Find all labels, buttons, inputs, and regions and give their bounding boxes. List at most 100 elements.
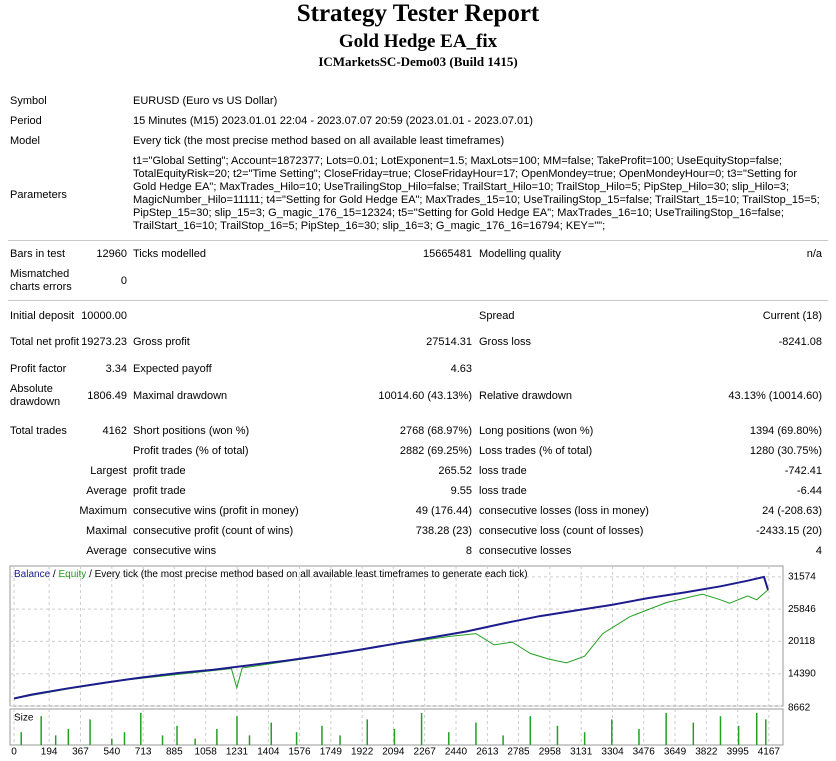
x-tick-label: 194 xyxy=(41,747,58,758)
x-tick-label: 3131 xyxy=(570,747,593,758)
x-tick-label: 2613 xyxy=(476,747,499,758)
size-area xyxy=(9,708,784,746)
legend-separator: / xyxy=(89,569,92,580)
stat-value: 10014.60 (43.13%) xyxy=(378,389,472,402)
stat-value: -742.41 xyxy=(784,464,822,477)
stat-value: 43.13% (10014.60) xyxy=(728,389,822,402)
y-tick-label: 20118 xyxy=(788,636,816,647)
x-tick-label: 1404 xyxy=(257,747,280,758)
stat-value: 1394 (69.80%) xyxy=(749,424,822,437)
stat-label: consecutive wins xyxy=(133,544,217,557)
x-tick-label: 885 xyxy=(166,747,183,758)
series-line xyxy=(13,589,769,699)
x-tick-label: 1922 xyxy=(351,747,374,758)
stat-label: Profit factor xyxy=(10,362,67,375)
legend: Balance / Equity / Every tick (the most … xyxy=(14,569,528,580)
x-tick-label: 3995 xyxy=(727,747,750,758)
stat-label: loss trade xyxy=(479,464,527,477)
series-line xyxy=(13,575,769,700)
stat-label: profit trade xyxy=(133,484,186,497)
stat-label: Gross profit xyxy=(133,335,190,348)
stat-label: Relative drawdown xyxy=(479,389,572,402)
x-tick-label: 3649 xyxy=(664,747,687,758)
parameters-text: t1="Global Setting"; Account=1872377; Lo… xyxy=(133,155,820,232)
stat-value: 4162 xyxy=(102,424,127,437)
stat-label: Short positions (won %) xyxy=(133,424,250,437)
stat-label: Average xyxy=(86,544,127,557)
x-tick-label: 2440 xyxy=(445,747,468,758)
stat-value: 9.55 xyxy=(450,484,472,497)
y-tick-label: 25846 xyxy=(788,604,816,615)
info-value: 15 Minutes (M15) 2023.01.01 22:04 - 2023… xyxy=(133,114,533,127)
stat-value: 0 xyxy=(120,274,127,287)
stat-label: consecutive losses xyxy=(479,544,572,557)
info-label: Period xyxy=(10,114,42,127)
stat-label: Maximal xyxy=(86,524,127,537)
x-tick-label: 2267 xyxy=(414,747,437,758)
stat-label: Largest xyxy=(90,464,127,477)
stat-label: Total trades xyxy=(10,424,67,437)
x-tick-label: 3304 xyxy=(601,747,624,758)
legend-equity: Equity xyxy=(58,569,86,580)
x-tick-label: 3476 xyxy=(633,747,656,758)
stat-value: 12960 xyxy=(96,247,127,260)
info-label: Parameters xyxy=(10,188,67,201)
x-tick-label: 367 xyxy=(72,747,89,758)
x-tick-label: 0 xyxy=(11,747,17,758)
x-tick-label: 713 xyxy=(135,747,152,758)
stat-value: 10000.00 xyxy=(81,309,127,322)
stat-value: 15665481 xyxy=(423,247,472,260)
report-subtitle: Gold Hedge EA_fix xyxy=(338,31,498,52)
stat-label: Ticks modelled xyxy=(133,247,206,260)
stat-label: Total net profit xyxy=(10,335,80,348)
separator xyxy=(8,240,828,241)
stat-value: 4 xyxy=(815,544,822,557)
x-tick-label: 540 xyxy=(103,747,120,758)
stat-label: Average xyxy=(86,484,127,497)
x-tick-label: 1576 xyxy=(288,747,311,758)
stat-label: Initial deposit xyxy=(10,309,75,322)
stat-value: -2433.15 (20) xyxy=(755,524,822,537)
stat-value: 27514.31 xyxy=(426,335,472,348)
stat-value: 1280 (30.75%) xyxy=(749,444,822,457)
stat-value: -6.44 xyxy=(796,484,822,497)
x-tick-label: 3822 xyxy=(695,747,718,758)
stat-label: consecutive loss (count of losses) xyxy=(479,524,644,537)
info-label: Model xyxy=(10,134,40,147)
stat-label: Gross loss xyxy=(479,335,531,348)
x-tick-label: 2958 xyxy=(539,747,562,758)
y-tick-label: 8662 xyxy=(788,703,811,714)
report-title: Strategy Tester Report xyxy=(296,0,540,27)
stat-value: n/a xyxy=(806,247,822,260)
x-tick-label: 2785 xyxy=(507,747,530,758)
stat-value: 1806.49 xyxy=(87,389,127,402)
stat-label: Expected payoff xyxy=(133,362,212,375)
x-tick-label: 1231 xyxy=(226,747,249,758)
stat-label: consecutive wins (profit in money) xyxy=(133,504,299,517)
stat-label: Long positions (won %) xyxy=(479,424,594,437)
stat-label: consecutive losses (loss in money) xyxy=(479,504,649,517)
stat-value: 2882 (69.25%) xyxy=(399,444,472,457)
stat-label: profit trade xyxy=(133,464,186,477)
legend-balance: Balance xyxy=(14,569,51,580)
x-tick-label: 1749 xyxy=(320,747,343,758)
info-value: EURUSD (Euro vs US Dollar) xyxy=(133,94,278,107)
stat-value: 2768 (68.97%) xyxy=(399,424,472,437)
x-tick-label: 4167 xyxy=(758,747,781,758)
x-tick-label: 2094 xyxy=(382,747,405,758)
stat-label: Loss trades (% of total) xyxy=(479,444,593,457)
stat-label: Maximal drawdown xyxy=(133,389,228,402)
stat-label: Spread xyxy=(479,309,515,322)
stat-value: 4.63 xyxy=(450,362,472,375)
stat-value: 8 xyxy=(465,544,472,557)
separator xyxy=(8,300,828,301)
info-label: Symbol xyxy=(10,94,47,107)
y-tick-label: 14390 xyxy=(788,668,816,679)
stat-value: 265.52 xyxy=(438,464,472,477)
x-tick-label: 1058 xyxy=(195,747,218,758)
size-label: Size xyxy=(14,713,34,724)
stat-value: 738.28 (23) xyxy=(415,524,472,537)
stat-value: -8241.08 xyxy=(778,335,822,348)
legend-separator: / xyxy=(53,569,56,580)
